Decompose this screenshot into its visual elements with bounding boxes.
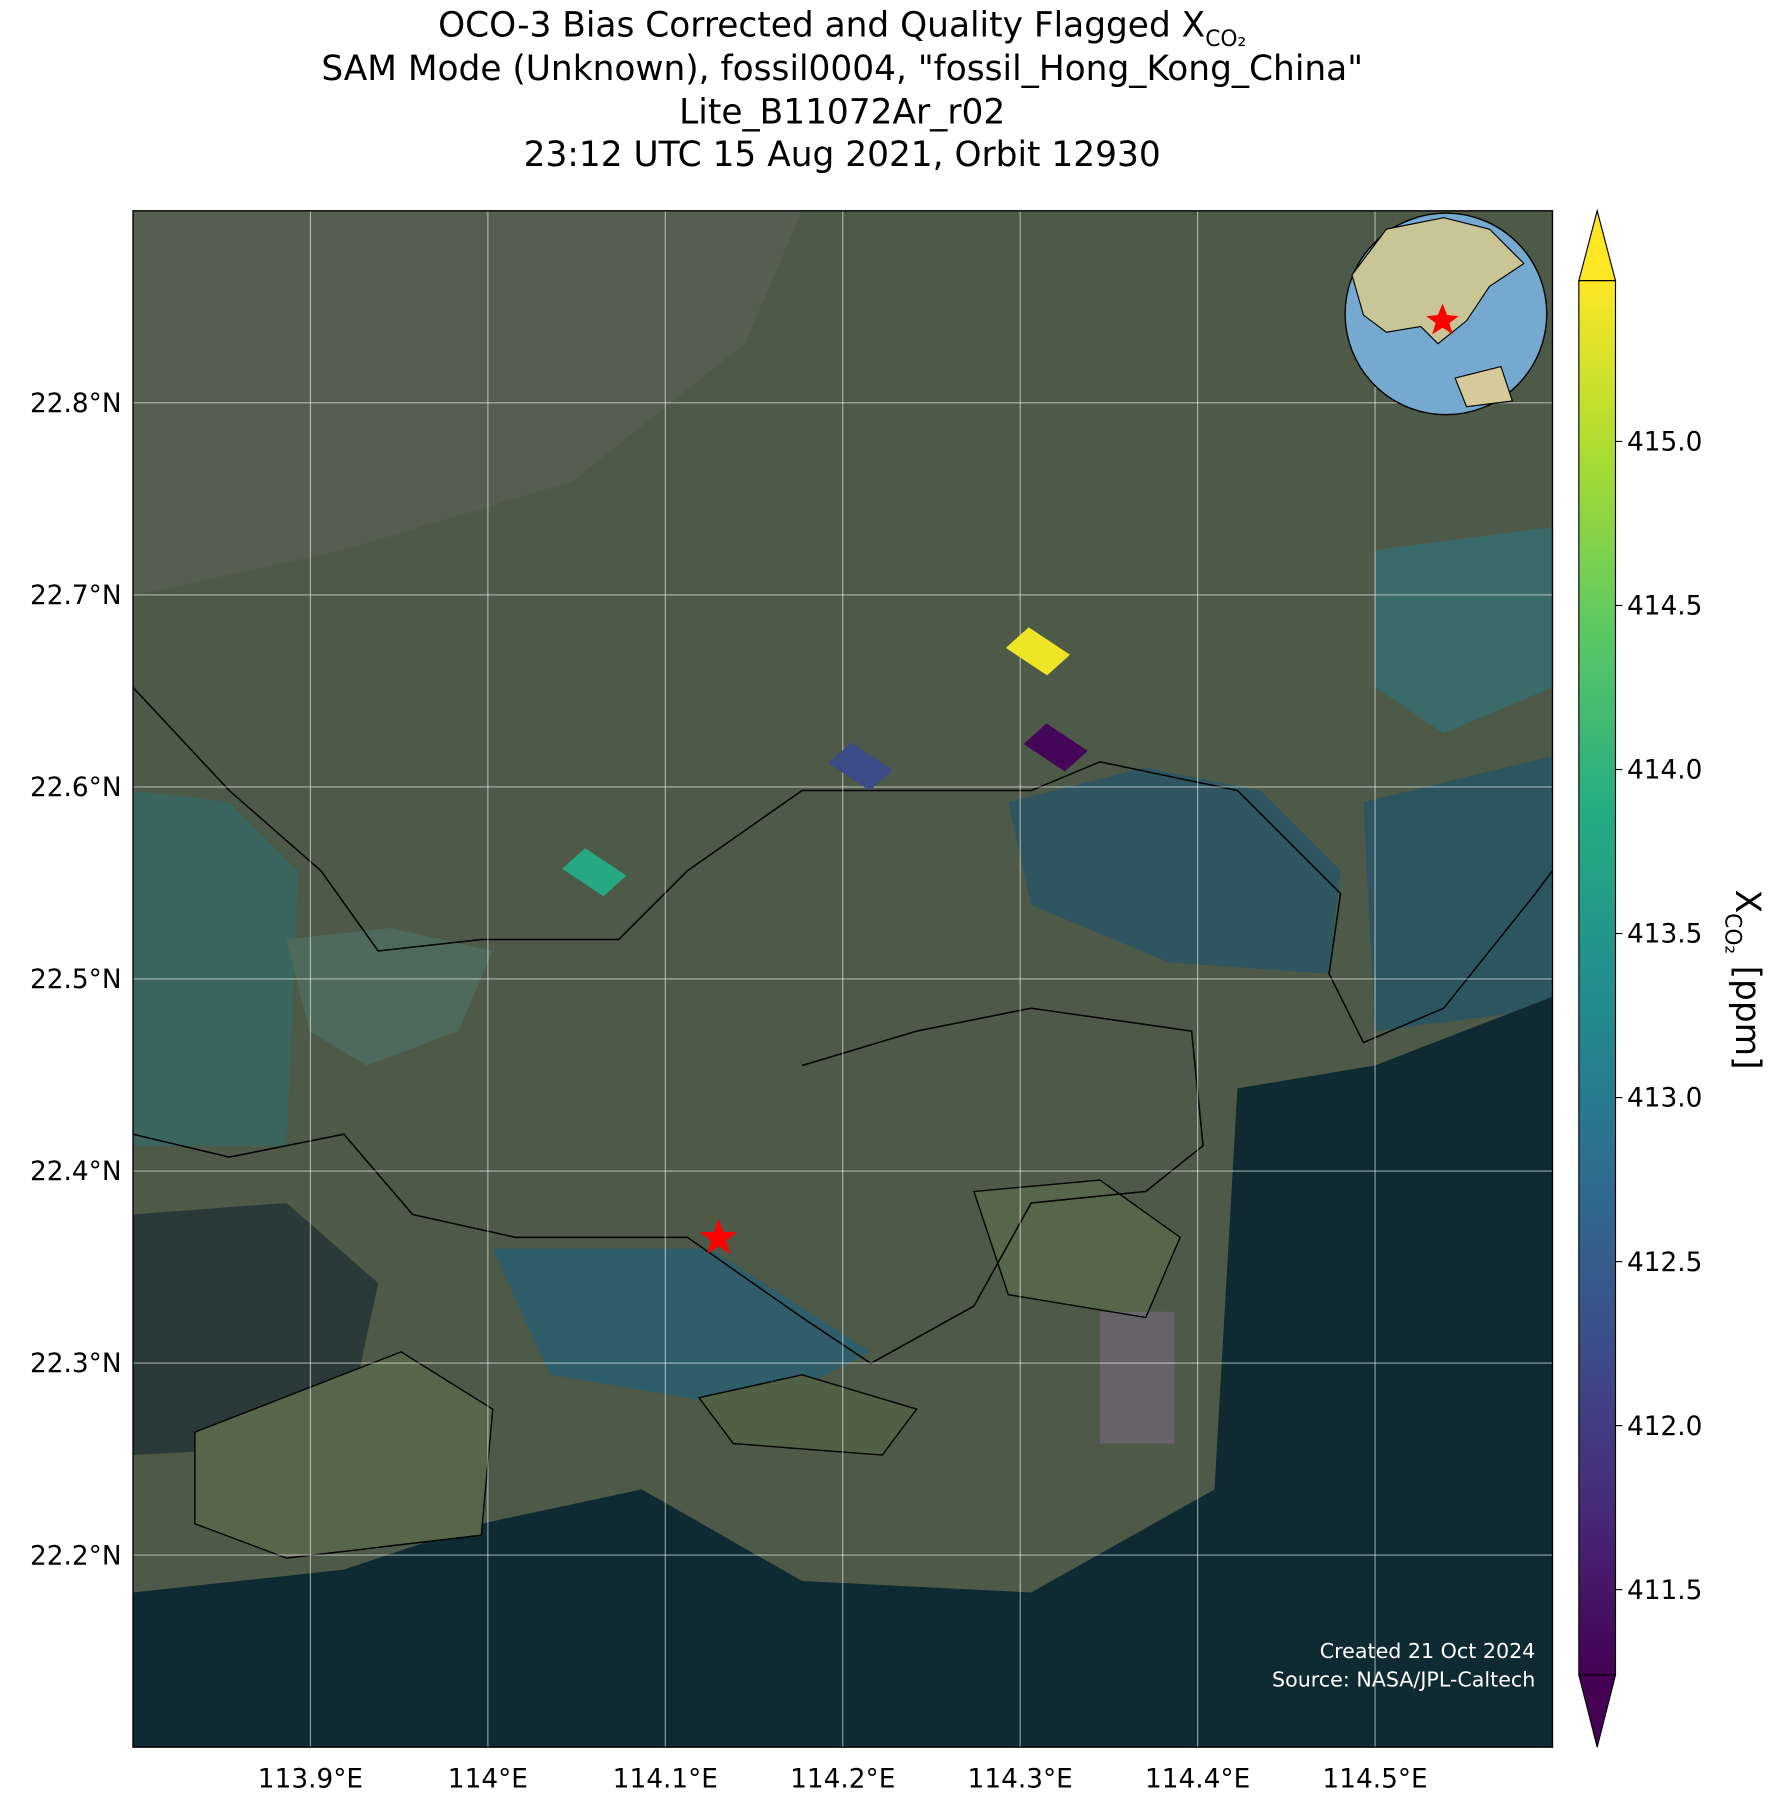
title-line: OCO-3 Bias Corrected and Quality Flagged… [438,6,1246,52]
x-tick-label: 114.2°E [790,1764,895,1794]
colorbar-label-subscript: CO₂ [1719,913,1744,954]
colorbar-label: XCO₂ [ppm] [1719,890,1766,1070]
soundings [562,627,1088,1254]
colorbar-axis: 411.5 412.0 412.5 413.0 413.5 414.0 414.5 415.0 [1615,428,1702,1606]
title-line: Lite_B11072Ar_r02 [679,93,1005,133]
y-tick-label: 22.6°N [30,773,122,803]
title-text: 23:12 UTC 15 Aug 2021, Orbit 12930 [524,135,1161,175]
inset-globe [1344,212,1548,416]
grid [133,210,1553,1748]
colorbar-tick-label: 413.0 [1627,1084,1702,1114]
colorbar-tick-label: 413.5 [1627,920,1702,950]
title-line: SAM Mode (Unknown), fossil0004, "fossil_… [321,49,1363,89]
y-tick-label: 22.7°N [30,581,122,611]
y-tick-label: 22.8°N [30,389,122,419]
title-subscript: CO₂ [1205,27,1246,52]
footprint [1023,723,1088,772]
x-tick-label: 114.4°E [1145,1764,1250,1794]
x-tick-label: 113.9°E [258,1764,363,1794]
footprint [562,848,627,897]
credit: Source: NASA/JPL-Caltech [1272,1667,1535,1691]
y-tick-label: 22.5°N [30,965,122,995]
colorbar [1578,208,1617,1748]
colorbar-tick-label: 411.5 [1627,1576,1702,1606]
credit: Created 21 Oct 2024 [1320,1639,1536,1663]
title-text: OCO-3 Bias Corrected and Quality Flagged… [438,6,1205,46]
footprint [828,742,893,791]
title-text: Lite_B11072Ar_r02 [679,93,1005,133]
axes: 113.9°E 114°E 114.1°E 114.2°E 114.3°E 114.4°E… [30,389,1428,1794]
footprint [1005,627,1071,676]
colorbar-label-unit: [ppm] [1727,966,1767,1070]
colorbar-tick-label: 414.5 [1627,592,1702,622]
y-tick-label: 22.2°N [30,1541,122,1571]
colorbar-label-symbol: X [1727,890,1767,914]
target-star [699,1218,738,1254]
x-tick-label: 114.1°E [613,1764,718,1794]
x-tick-label: 114.3°E [968,1764,1073,1794]
colorbar-tick-label: 412.5 [1627,1248,1702,1278]
title: OCO-3 Bias Corrected and Quality Flagged… [321,6,1363,175]
colorbar-tick-label: 414.0 [1627,756,1702,786]
y-tick-label: 22.4°N [30,1157,122,1187]
title-text: SAM Mode (Unknown), fossil0004, "fossil_… [321,49,1363,89]
x-tick-label: 114°E [448,1764,528,1794]
title-line: 23:12 UTC 15 Aug 2021, Orbit 12930 [524,135,1161,175]
x-tick-label: 114.5°E [1322,1764,1427,1794]
map-frame [132,210,1554,1748]
colorbar-tick-label: 412.0 [1627,1412,1702,1442]
colorbar-tick-label: 415.0 [1627,428,1702,458]
y-tick-label: 22.3°N [30,1349,122,1379]
